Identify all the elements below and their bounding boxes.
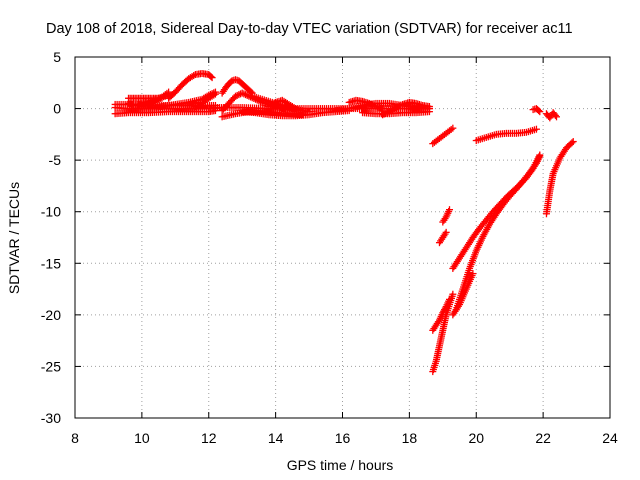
data-point bbox=[382, 109, 390, 117]
data-point bbox=[446, 206, 453, 214]
data-point bbox=[207, 73, 215, 81]
data-point bbox=[447, 125, 455, 133]
data-point bbox=[240, 90, 248, 98]
x-axis-label: GPS time / hours bbox=[287, 457, 394, 473]
data-point bbox=[165, 88, 173, 96]
data-point bbox=[568, 139, 576, 147]
data-point bbox=[397, 101, 405, 109]
data-point bbox=[394, 103, 402, 111]
data-point bbox=[553, 113, 560, 121]
data-point bbox=[195, 101, 203, 109]
data-series-arc-18 bbox=[429, 124, 457, 148]
data-point bbox=[305, 108, 313, 116]
x-tick-label: 20 bbox=[468, 430, 484, 446]
data-series-arc-27 bbox=[529, 105, 544, 116]
data-points bbox=[111, 70, 577, 376]
y-tick-label: -25 bbox=[41, 358, 61, 374]
y-tick-label: -15 bbox=[41, 255, 61, 271]
x-tick-label: 12 bbox=[201, 430, 217, 446]
data-point bbox=[163, 89, 171, 97]
data-point bbox=[232, 92, 239, 100]
data-point bbox=[446, 295, 453, 303]
data-point bbox=[235, 91, 243, 99]
data-point bbox=[439, 309, 447, 317]
data-point bbox=[242, 91, 250, 99]
data-point bbox=[449, 290, 457, 298]
data-series-arc-26 bbox=[472, 125, 540, 145]
data-point bbox=[243, 91, 251, 99]
data-point bbox=[442, 228, 450, 236]
data-point bbox=[211, 90, 219, 98]
data-point bbox=[536, 108, 544, 116]
data-point bbox=[379, 111, 387, 119]
data-series-arc-base-2 bbox=[111, 107, 219, 118]
data-point bbox=[270, 99, 278, 107]
data-point bbox=[233, 91, 241, 99]
data-point bbox=[208, 74, 216, 82]
data-point bbox=[367, 100, 375, 108]
data-point bbox=[535, 107, 543, 115]
data-series-arc-22 bbox=[439, 206, 453, 226]
data-point bbox=[441, 304, 449, 312]
y-tick-label: -20 bbox=[41, 307, 61, 323]
x-tick-label: 22 bbox=[535, 430, 551, 446]
data-point bbox=[365, 99, 373, 107]
data-point bbox=[370, 102, 378, 110]
data-point bbox=[379, 105, 387, 113]
data-point bbox=[392, 104, 400, 112]
y-tick-label: -30 bbox=[41, 410, 61, 426]
data-series-arc-17 bbox=[379, 98, 433, 119]
data-point bbox=[425, 103, 433, 111]
data-point bbox=[210, 91, 218, 99]
data-series-arc-25 bbox=[449, 270, 477, 319]
y-tick-label: 0 bbox=[53, 101, 61, 117]
data-point bbox=[440, 307, 448, 315]
data-series-arc-20 bbox=[429, 295, 453, 334]
x-tick-labels: 8 10 12 14 16 18 20 22 24 bbox=[71, 430, 618, 446]
data-point bbox=[193, 102, 201, 110]
data-series-arc-15 bbox=[345, 96, 387, 113]
data-point bbox=[369, 101, 377, 109]
data-point bbox=[190, 72, 198, 80]
data-point bbox=[395, 102, 403, 110]
x-tick-label: 10 bbox=[134, 430, 150, 446]
data-series-arc-3 bbox=[138, 88, 173, 111]
data-series-arc-21 bbox=[435, 228, 450, 247]
y-tick-label: -10 bbox=[41, 204, 61, 220]
data-point bbox=[191, 103, 199, 111]
data-series-arc-4 bbox=[165, 70, 216, 102]
data-series-arc-5 bbox=[145, 88, 219, 113]
data-series-arc-29 bbox=[542, 138, 577, 218]
data-point bbox=[449, 124, 457, 132]
y-axis-label: SDTVAR / TECUs bbox=[6, 182, 22, 294]
x-tick-label: 24 bbox=[602, 430, 618, 446]
data-point bbox=[238, 89, 246, 97]
data-point bbox=[380, 110, 388, 118]
chart-title: Day 108 of 2018, Sidereal Day-to-day VTE… bbox=[46, 21, 573, 37]
y-tick-labels: 5 0 -5 -10 -15 -20 -25 -30 bbox=[41, 49, 61, 426]
data-series-arc-6 bbox=[191, 90, 219, 111]
y-tick-label: -5 bbox=[49, 152, 62, 168]
data-point bbox=[536, 152, 544, 160]
x-tick-label: 8 bbox=[71, 430, 79, 446]
x-tick-label: 14 bbox=[268, 430, 284, 446]
axis-ticks bbox=[74, 56, 611, 419]
data-point bbox=[551, 111, 559, 119]
x-tick-label: 16 bbox=[335, 430, 351, 446]
data-series-arc-28 bbox=[542, 109, 560, 122]
data-point bbox=[569, 138, 577, 146]
x-tick-label: 18 bbox=[402, 430, 418, 446]
data-point bbox=[440, 306, 448, 314]
data-point bbox=[469, 270, 477, 278]
data-point bbox=[532, 125, 540, 133]
y-tick-label: 5 bbox=[53, 49, 61, 65]
